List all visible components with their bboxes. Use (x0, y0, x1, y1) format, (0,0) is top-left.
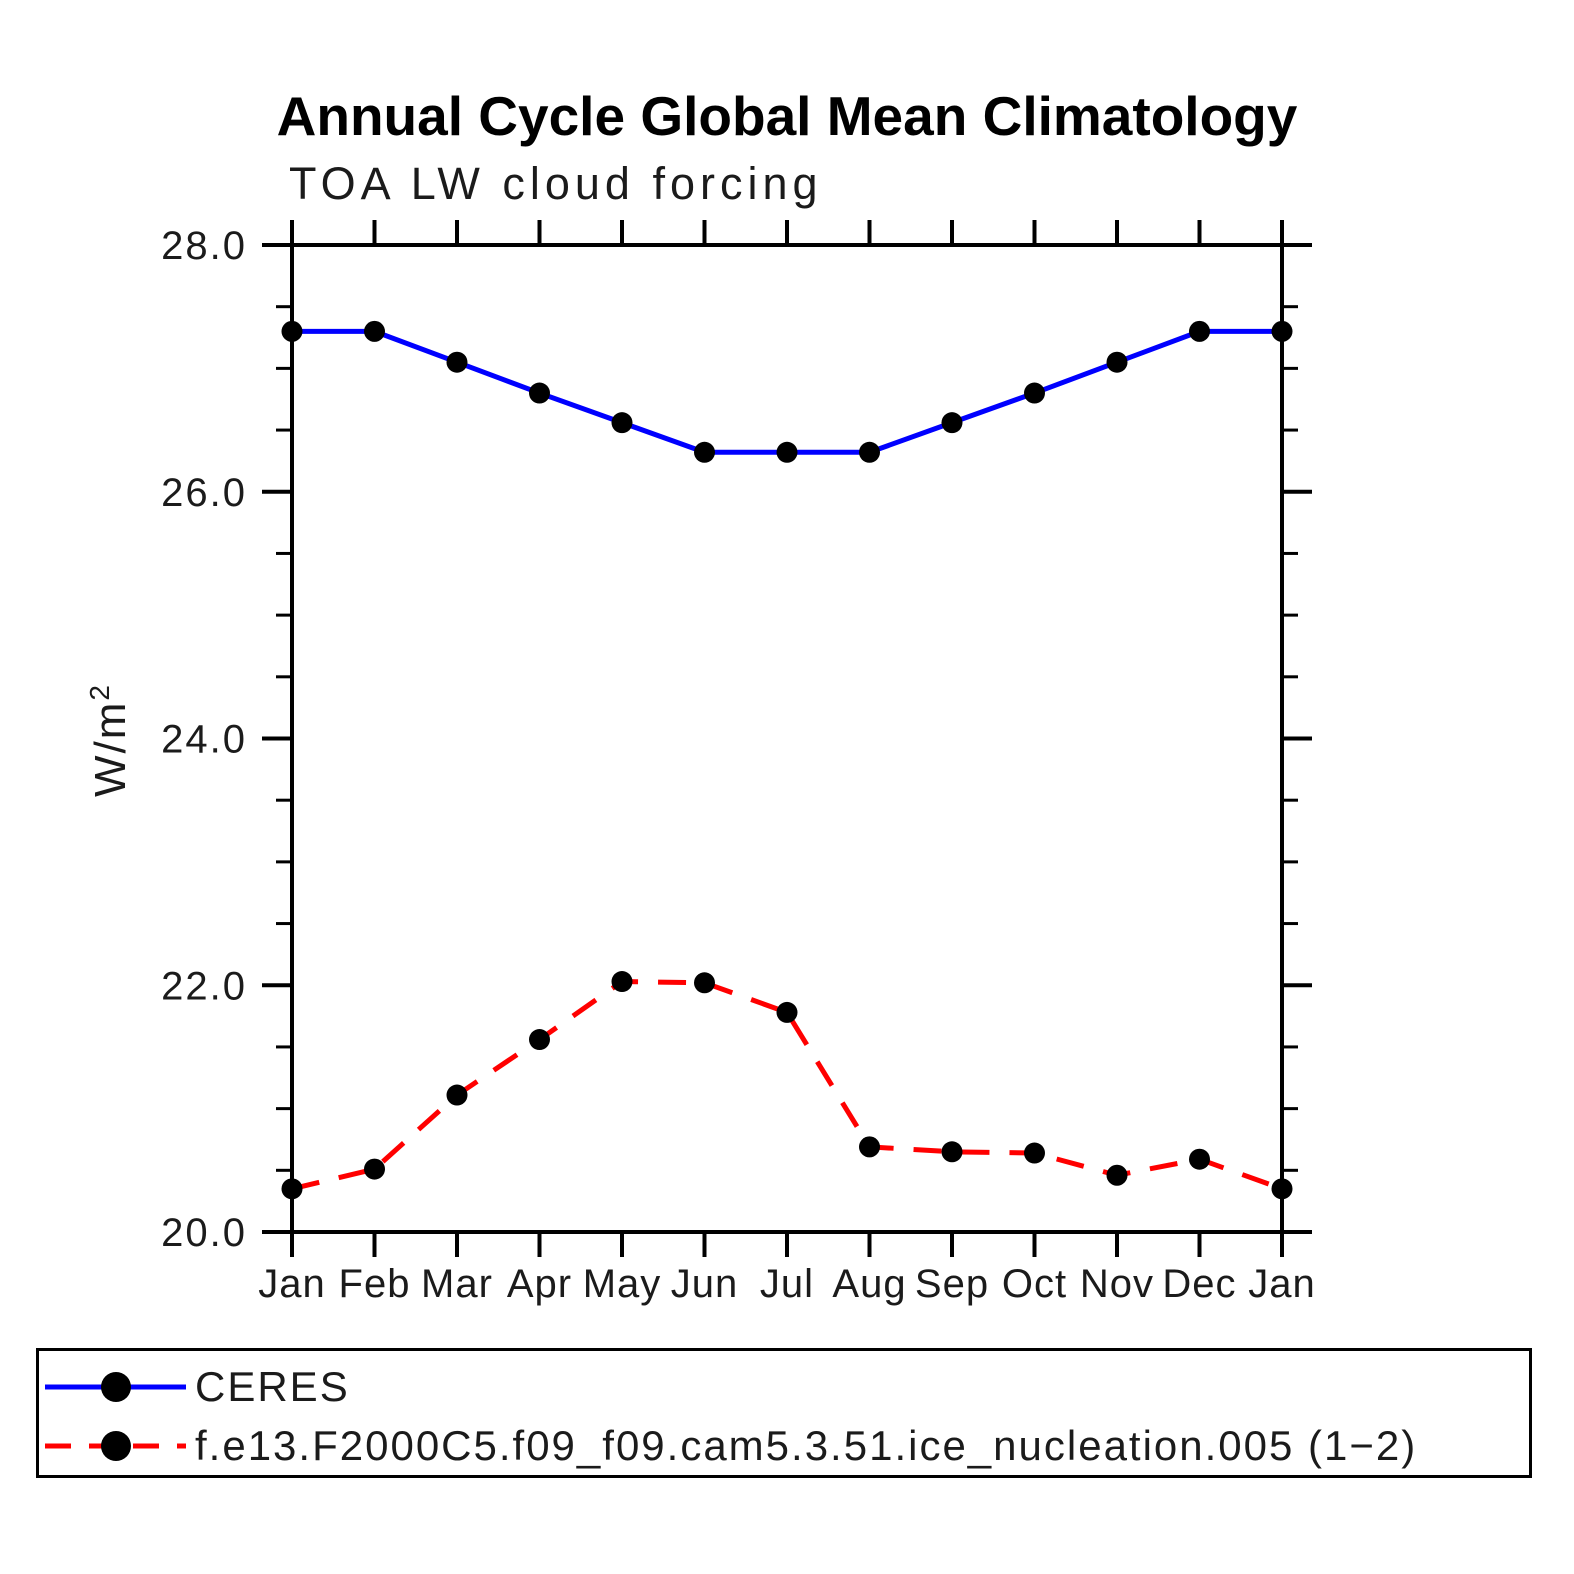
y-tick-label: 26.0 (161, 471, 247, 515)
x-tick-label: Nov (1080, 1262, 1154, 1306)
data-point-marker (941, 1141, 963, 1163)
x-tick-label: Dec (1162, 1262, 1236, 1306)
series-line-0 (292, 328, 1282, 455)
y-tick-label: 28.0 (161, 224, 247, 268)
x-tick-label: Jul (760, 1262, 814, 1306)
data-point-marker (611, 971, 633, 993)
data-point-marker (1024, 1142, 1045, 1164)
x-tick-label: Aug (832, 1262, 906, 1306)
data-point-marker (694, 972, 715, 994)
data-point-marker (529, 382, 550, 404)
x-tick-label: Mar (421, 1262, 493, 1306)
data-point-marker (364, 320, 385, 342)
data-point-marker (1271, 1178, 1293, 1200)
x-tick-label: Sep (915, 1262, 989, 1306)
data-point-marker (364, 1158, 385, 1180)
data-point-marker (446, 1084, 468, 1106)
data-point-marker (1106, 1164, 1128, 1186)
data-point-marker (1189, 1148, 1210, 1170)
data-point-marker (694, 441, 715, 463)
data-point-marker (1189, 320, 1210, 342)
model-sample-marker-icon (101, 1431, 131, 1461)
y-tick-label: 24.0 (161, 718, 247, 762)
chart-subtitle: TOA LW cloud forcing (289, 158, 823, 209)
x-tick-label: Oct (1002, 1262, 1067, 1306)
legend-label-ceres: CERES (195, 1362, 350, 1410)
chart-title: Annual Cycle Global Mean Climatology (276, 85, 1298, 147)
x-tick-label: Jan (1248, 1262, 1316, 1306)
data-point-marker (611, 412, 633, 434)
data-point-marker (776, 1001, 798, 1023)
data-point-marker (529, 1029, 550, 1051)
y-tick-label: 22.0 (161, 964, 247, 1008)
data-point-marker (1106, 351, 1128, 373)
ceres-sample-marker-icon (101, 1372, 131, 1402)
x-tick-label: Feb (339, 1262, 411, 1306)
ceres-line-sample-icon (45, 1372, 186, 1402)
legend-item-ceres: CERES (39, 1357, 1529, 1416)
data-point-marker (776, 441, 798, 463)
legend: CERES f.e13.F2000C5.f09_f09.cam5.3.51.ic… (36, 1348, 1532, 1478)
x-tick-label: Jan (258, 1262, 326, 1306)
data-point-marker (281, 1178, 303, 1200)
data-point-marker (1271, 320, 1293, 342)
data-point-marker (446, 351, 468, 373)
x-tick-label: Apr (507, 1262, 572, 1306)
y-tick-label: 20.0 (161, 1211, 247, 1255)
data-point-marker (941, 412, 963, 434)
plot-frame (290, 243, 1284, 1234)
data-point-marker (1024, 382, 1045, 404)
legend-item-model: f.e13.F2000C5.f09_f09.cam5.3.51.ice_nucl… (39, 1416, 1529, 1475)
data-point-marker (859, 1136, 880, 1158)
x-tick-label: Jun (671, 1262, 739, 1306)
data-point-marker (281, 320, 303, 342)
x-tick-label: May (583, 1262, 662, 1306)
model-line-sample-icon (45, 1431, 186, 1461)
legend-label-model: f.e13.F2000C5.f09_f09.cam5.3.51.ice_nucl… (195, 1421, 1418, 1469)
data-point-marker (859, 441, 880, 463)
